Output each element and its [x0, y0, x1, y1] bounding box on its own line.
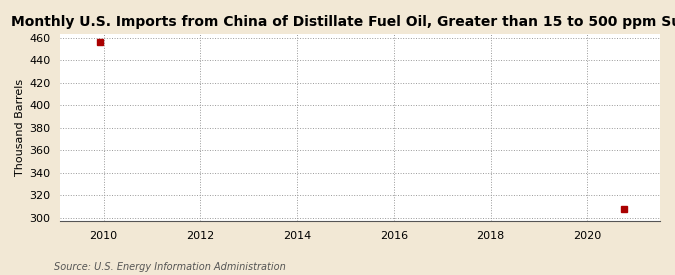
Title: Monthly U.S. Imports from China of Distillate Fuel Oil, Greater than 15 to 500 p: Monthly U.S. Imports from China of Disti…: [11, 15, 675, 29]
Text: Source: U.S. Energy Information Administration: Source: U.S. Energy Information Administ…: [54, 262, 286, 272]
Y-axis label: Thousand Barrels: Thousand Barrels: [15, 79, 25, 176]
